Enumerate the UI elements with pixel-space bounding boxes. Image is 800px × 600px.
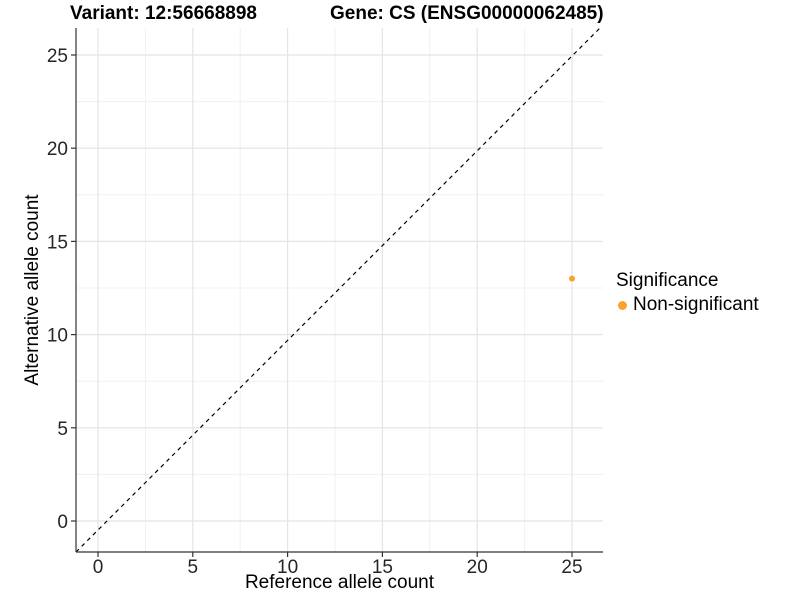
x-tick-label: 5 <box>188 557 199 578</box>
legend-title: Significance <box>616 270 719 291</box>
y-tick-label: 25 <box>47 46 68 67</box>
legend-item-non-significant: Non-significant <box>616 294 759 316</box>
y-tick-label: 15 <box>47 232 68 253</box>
y-tick-label: 10 <box>47 326 68 347</box>
y-tick-label: 20 <box>47 139 68 160</box>
x-axis-label: Reference allele count <box>244 572 435 593</box>
legend-item-label: Non-significant <box>633 294 759 315</box>
x-tick-label: 0 <box>93 557 104 578</box>
x-tick-label: 25 <box>561 557 582 578</box>
y-tick-label: 0 <box>57 512 68 533</box>
y-axis-label: Alternative allele count <box>22 194 43 386</box>
plot-title-variant: Variant: 12:56668898 <box>70 3 257 24</box>
x-tick-label: 20 <box>467 557 488 578</box>
x-tick-label: 10 <box>277 557 298 578</box>
legend-point-icon <box>618 300 627 310</box>
plot-title-gene: Gene: CS (ENSG00000062485) <box>330 3 604 24</box>
identity-reference-line <box>75 27 601 553</box>
data-point <box>569 275 575 282</box>
x-tick-label: 15 <box>372 557 393 578</box>
y-tick-label: 5 <box>57 419 68 440</box>
legend: Significance Non-significant <box>616 270 759 316</box>
